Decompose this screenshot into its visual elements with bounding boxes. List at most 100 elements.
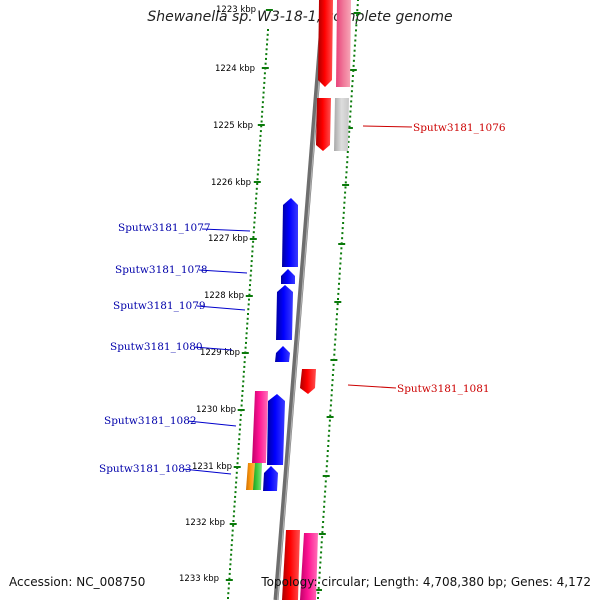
tick-dot	[234, 486, 237, 489]
tick-dot	[227, 597, 229, 599]
forward-strand-genes	[246, 198, 298, 491]
tick-dot	[333, 353, 336, 356]
gene-arrow[interactable]	[276, 285, 293, 340]
tick-dot	[348, 125, 351, 128]
tick-dot	[355, 24, 358, 27]
gene-arrow[interactable]	[336, 0, 351, 87]
tick-dot	[352, 59, 355, 62]
gene-label[interactable]: Sputw3181_1077	[118, 222, 211, 234]
gene-label[interactable]: Sputw3181_1080	[110, 341, 203, 353]
tick-dot	[329, 414, 332, 417]
tick-dot	[342, 216, 345, 219]
tick-label: 1232 kbp	[185, 518, 225, 528]
gene-arrow[interactable]	[252, 391, 268, 463]
gene-label[interactable]: Sputw3181_1083	[99, 463, 192, 475]
tick-dot	[235, 481, 238, 484]
right-tick-guide	[315, 0, 361, 599]
tick-label: 1226 kbp	[211, 178, 251, 188]
tick-dot	[232, 524, 235, 527]
tick-dot	[242, 370, 245, 373]
gene-labels: Sputw3181_1077 Sputw3181_1078 Sputw3181_…	[99, 122, 506, 475]
tick-dot	[331, 374, 334, 376]
tick-dot	[338, 282, 340, 285]
gene-arrow[interactable]	[282, 198, 298, 267]
tick-dot	[338, 272, 341, 275]
tick-dot	[325, 465, 328, 468]
gene-arrow[interactable]	[267, 394, 285, 465]
tick-dot	[230, 544, 233, 547]
tick-dot	[259, 134, 262, 137]
tick-dot	[255, 197, 258, 200]
tick-label: 1223 kbp	[216, 5, 256, 15]
tick-dot	[250, 260, 253, 263]
tick-dot	[230, 553, 233, 556]
tick-dot	[254, 207, 257, 210]
tick-label: 1231 kbp	[192, 462, 232, 472]
tick-dot	[255, 187, 258, 190]
tick-dot	[245, 341, 247, 344]
tick-dot	[352, 64, 355, 67]
gene-label[interactable]: Sputw3181_1081	[397, 383, 490, 395]
tick-dot	[349, 110, 352, 113]
tick-dot	[355, 19, 358, 22]
tick-dot	[333, 343, 336, 346]
tick-dot	[250, 269, 253, 272]
tick-dot	[261, 101, 264, 104]
tick-dot	[354, 39, 357, 42]
tick-dot	[353, 54, 356, 57]
tick-dot	[256, 173, 259, 176]
tick-dot	[318, 571, 321, 574]
tick-dot	[254, 202, 257, 205]
tick-dot	[351, 85, 354, 88]
tick-dot	[246, 322, 249, 325]
tick-dot	[266, 43, 268, 46]
gene-arrow[interactable]	[263, 466, 278, 491]
tick-dot	[236, 462, 239, 465]
gene-label[interactable]: Sputw3181_1082	[104, 415, 197, 427]
tick-dot	[233, 505, 236, 508]
tick-dot	[337, 292, 340, 295]
tick-dot	[342, 211, 345, 214]
tick-label: 1230 kbp	[196, 405, 236, 415]
tick-dot	[340, 252, 343, 255]
gene-arrow[interactable]	[281, 269, 295, 284]
tick-dot	[338, 277, 341, 280]
tick-dot	[238, 438, 241, 441]
tick-dot	[351, 75, 354, 77]
tick-dot	[252, 236, 255, 238]
tick-dot	[347, 135, 350, 138]
gene-label[interactable]: Sputw3181_1076	[413, 122, 506, 134]
tick-dot	[356, 9, 359, 12]
tick-dot	[252, 231, 255, 234]
tick-dot	[249, 284, 251, 287]
gene-arrow[interactable]	[246, 463, 255, 490]
tick-dot	[322, 515, 325, 518]
tick-dot	[237, 443, 240, 445]
tick-dot	[339, 257, 342, 260]
left-tick-guide	[225, 9, 273, 599]
gene-label[interactable]: Sputw3181_1078	[115, 264, 208, 276]
gene-arrow[interactable]	[300, 369, 316, 394]
gene-arrow[interactable]	[334, 98, 349, 151]
tick-dot	[232, 515, 235, 518]
tick-dot	[326, 455, 329, 458]
gene-arrow[interactable]	[316, 98, 331, 151]
tick-dot	[322, 510, 325, 513]
tick-dot	[228, 572, 231, 575]
tick-dot	[261, 110, 264, 113]
tick-dot	[345, 166, 348, 169]
tick-dot	[355, 29, 357, 32]
tick-dot	[251, 245, 254, 248]
tick-dot	[317, 586, 320, 589]
gene-label[interactable]: Sputw3181_1079	[113, 300, 206, 312]
tick-dot	[235, 476, 238, 479]
tick-dot	[320, 546, 323, 549]
gene-arrow[interactable]	[275, 346, 290, 362]
gene-arrow[interactable]	[300, 533, 318, 600]
gene-arrow[interactable]	[253, 463, 262, 490]
gene-arrow[interactable]	[282, 530, 300, 600]
tick-dot	[246, 317, 249, 320]
gene-arrow[interactable]	[318, 0, 333, 87]
tick-dot	[251, 255, 254, 258]
